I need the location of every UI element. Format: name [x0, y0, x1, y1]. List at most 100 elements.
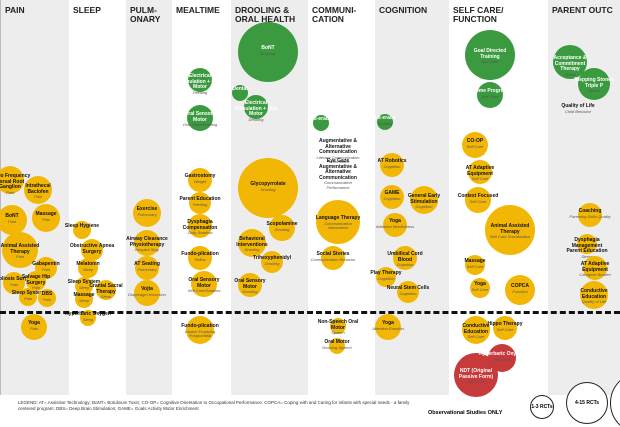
bubble-label: Salvage Hip Surgery Pain — [13, 274, 59, 291]
bubble-label: Massage Self Care — [452, 258, 498, 269]
label-text: Language Therapy — [315, 215, 361, 221]
label-sub: Drooling — [244, 247, 260, 252]
label-text: Gabapentin — [32, 261, 60, 267]
label-sub: Pain — [23, 295, 32, 301]
bubble — [578, 68, 610, 100]
bubble — [583, 256, 607, 280]
label-sub: Weight — [193, 178, 207, 184]
bubble-label: Stepping Stones Triple P Stress — [571, 77, 617, 94]
label-text: BoNT — [5, 213, 19, 219]
label-sub: Hospital Stay — [135, 247, 159, 252]
bubble — [32, 204, 60, 232]
label-sub: Function — [512, 288, 528, 294]
bubble — [380, 185, 404, 209]
label-sub: Feeding — [192, 89, 208, 95]
bubble — [383, 213, 407, 237]
label-text: Play Therapy — [370, 270, 402, 276]
label-sub: Communication Behavior — [310, 256, 356, 262]
label-sub: Self Care — [481, 93, 499, 99]
label-text: Conductive Education — [580, 288, 608, 300]
bubble — [81, 239, 103, 261]
label-text: BoNT — [261, 45, 275, 51]
label-sub: Feeding — [192, 201, 208, 207]
bubble-label: Yoga Pain — [11, 320, 57, 331]
label-text: Neural Stem Cells — [386, 285, 430, 291]
bubble-label: Oral Sensory Motor Self Care/Swallow — [181, 277, 227, 294]
bubble-label: Fundo-plication Reflux — [177, 251, 223, 262]
label-text: AT Seating — [134, 261, 160, 267]
label-text: Gastrostomy — [184, 173, 216, 179]
bubble — [189, 192, 211, 214]
label-sub: Drooling Speech — [322, 344, 352, 350]
bubble-label: Yoga Self Care — [457, 281, 503, 292]
bubble-label: Hippo Therapy Self Care — [482, 321, 528, 332]
bubble-label: BoNT Drooling — [245, 45, 291, 56]
label-text: Fundo-plication — [181, 251, 219, 257]
bubble-label: Conductive Education Self Care — [453, 323, 499, 340]
bubble-label: General Early Stimulation Cognition — [401, 193, 447, 210]
label-sub: Child Behavior — [564, 108, 591, 114]
label-text: Animal Assisted Therapy — [0, 243, 40, 255]
label-sub: Reading — [377, 120, 393, 126]
label-sub: Pain — [41, 266, 50, 272]
bubble-label: Gastrostomy Weight — [177, 173, 223, 184]
bubble-label: Social Stories Communication Behavior — [310, 251, 356, 262]
bubble — [238, 229, 266, 257]
label-text: Oral Sensory Motor — [234, 278, 266, 290]
size-key: 4-15 RCTs — [566, 382, 608, 424]
bubble — [410, 186, 438, 214]
label-sub: Self Care — [471, 176, 489, 181]
label-sub: Self Care/Swallow — [187, 288, 221, 293]
label-sub: Self Care — [471, 286, 489, 292]
bubble-label: Play Therapy Cognition — [363, 270, 409, 281]
bubble — [313, 115, 329, 131]
bubble — [397, 281, 419, 303]
label-sub: Diaphragm excursion — [128, 291, 166, 297]
bubble — [244, 95, 268, 119]
label-text: Umbilical Cord Blood — [387, 251, 423, 263]
bubble — [477, 82, 503, 108]
bubble-label: Exercise Pulmonary — [124, 206, 170, 217]
label-sub: Caregiver Burden — [579, 272, 611, 277]
bubble — [188, 68, 212, 92]
label-sub: Drooling — [264, 260, 280, 266]
label-text: Yoga — [382, 320, 394, 326]
label-sub: Sleep — [82, 266, 94, 272]
bubble — [375, 314, 401, 340]
label-text: Augmentative & Alternative Communication — [318, 138, 358, 155]
bubble — [188, 214, 212, 238]
bubble — [485, 205, 535, 255]
label-text: Goal Directed Training — [473, 48, 507, 60]
label-text: Coaching — [578, 208, 602, 214]
bubble-label: Electrical Stimulation + Oral Motor Drool… — [233, 100, 279, 122]
label-sub: Pulmonary — [137, 266, 157, 272]
label-text: Stepping Stones Triple P — [574, 77, 614, 89]
bubble-label: Massage Pain — [23, 211, 69, 222]
label-sub: Quality of Life — [581, 299, 607, 304]
label-sub: Parenting Skills Quality — [569, 213, 611, 219]
label-sub: Sleep — [100, 294, 112, 299]
size-key: 1-3 RCTs — [530, 395, 554, 419]
label-text: Airway Clearance Physiotherapy — [126, 236, 168, 248]
column-title: PARENT OUTC — [552, 5, 613, 15]
bubble — [462, 132, 488, 158]
bubble — [238, 158, 298, 218]
label-text: Dysphagia Management Parent Education — [566, 237, 608, 254]
label-sub: Pain — [15, 254, 24, 259]
bubble-label: Parent Education Feeding — [177, 196, 223, 207]
label-text: Oral Motor — [324, 339, 350, 345]
label-sub: Self Care — [496, 326, 514, 332]
bubble — [316, 200, 360, 244]
label-sub: Communication Interactions — [324, 220, 352, 230]
bubble — [191, 271, 217, 297]
bubble-label: Electrical Stimulation + Oral Motor Feedi… — [177, 73, 223, 95]
label-sub: Literacy Communication Performance — [316, 154, 360, 164]
bubble-label: Yoga Attention Emotion — [365, 320, 411, 331]
bubble — [577, 234, 597, 254]
bubble-label: Sleep Hygiene — [59, 223, 105, 230]
label-sub: Speech — [331, 330, 345, 335]
bubble-label: Trihexyphenidyl Drooling — [249, 255, 295, 266]
label-sub: Pain — [41, 216, 50, 222]
